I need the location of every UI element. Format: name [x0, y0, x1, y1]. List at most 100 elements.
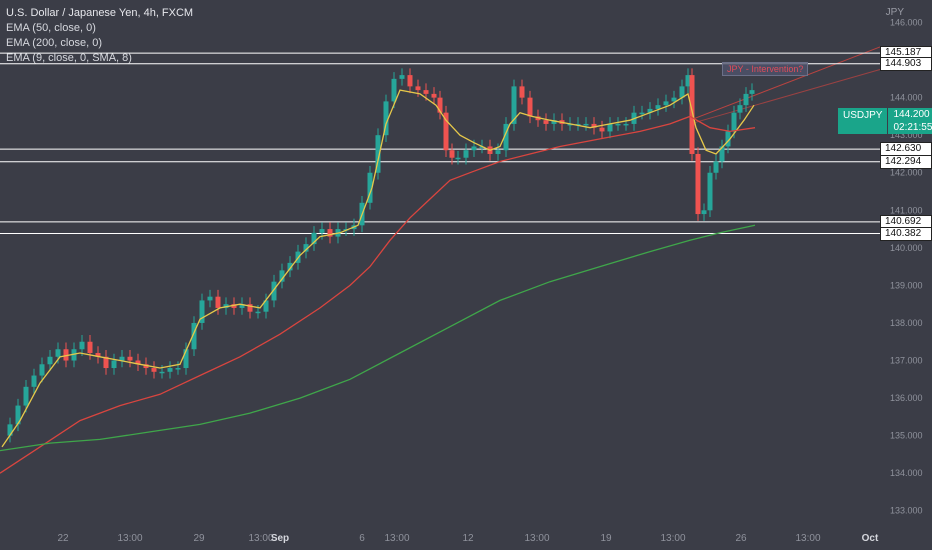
candle-body — [663, 101, 669, 106]
level-price-label: 140.382 — [880, 226, 932, 241]
trend-line — [689, 68, 881, 125]
candle-body — [367, 172, 373, 203]
ema50-line — [0, 115, 756, 474]
candle-body — [183, 349, 189, 369]
candle-body — [391, 78, 397, 102]
candle-body — [119, 356, 125, 361]
legend-title: U.S. Dollar / Japanese Yen, 4h, FXCM — [6, 7, 194, 19]
candle-body — [647, 108, 653, 113]
candle-body — [713, 161, 719, 173]
candle-body — [725, 131, 731, 147]
candle-body — [55, 349, 61, 357]
candle-body — [599, 127, 605, 132]
candle-body — [95, 353, 101, 357]
candle-body — [191, 322, 197, 350]
candle-body — [471, 146, 477, 151]
candle-body — [231, 304, 237, 308]
y-tick-label: 142.000 — [890, 168, 923, 178]
candle-body — [87, 341, 93, 354]
legend-ema50[interactable]: EMA (50, close, 0) — [6, 22, 96, 34]
y-tick-label: 138.000 — [890, 318, 923, 328]
candle-body — [31, 375, 37, 387]
x-tick-label: 13:00 — [524, 533, 549, 544]
y-tick-label: 137.000 — [890, 356, 923, 366]
ema9-line — [1, 89, 755, 448]
candle-body — [239, 304, 245, 308]
candle-body — [463, 150, 469, 158]
legend-ema9[interactable]: EMA (9, close, 0, SMA, 8) — [6, 52, 132, 64]
candle-body — [399, 75, 405, 79]
level-price-label: 144.903 — [880, 56, 932, 71]
x-tick-label: 13:00 — [795, 533, 820, 544]
y-tick-label: 143.000 — [890, 130, 923, 140]
x-tick-label: 13:00 — [384, 533, 409, 544]
candle-body — [135, 360, 141, 365]
x-tick-label: 13:00 — [660, 533, 685, 544]
intervention-annotation[interactable]: JPY - Intervention? — [722, 62, 809, 76]
candle-body — [23, 386, 29, 406]
candle-body — [375, 135, 381, 173]
candle-body — [575, 123, 581, 126]
candle-body — [639, 112, 645, 115]
candle-body — [655, 105, 661, 109]
candle-body — [47, 356, 53, 365]
candle-body — [255, 311, 261, 314]
candle-body — [303, 244, 309, 252]
candle-body — [707, 172, 713, 211]
candle-body — [511, 86, 517, 124]
candle-body — [583, 123, 589, 126]
candle-body — [437, 97, 443, 113]
candle-body — [479, 146, 485, 148]
candle-body — [247, 304, 253, 312]
candle-body — [519, 86, 525, 98]
y-tick-label: 135.000 — [890, 431, 923, 441]
candle-body — [103, 356, 109, 369]
trend-line — [689, 46, 881, 121]
y-tick-label: 146.000 — [890, 18, 923, 28]
candle-body — [591, 123, 597, 128]
candle-body — [159, 371, 165, 374]
candle-body — [607, 123, 613, 132]
candle-body — [431, 93, 437, 98]
candle-body — [455, 157, 461, 160]
candle-body — [567, 123, 573, 126]
candle-body — [207, 296, 213, 301]
candle-body — [279, 270, 285, 282]
candle-body — [415, 86, 421, 91]
candle-body — [551, 120, 557, 124]
candle-body — [407, 75, 413, 87]
candle-body — [719, 146, 725, 162]
chart-legend: U.S. Dollar / Japanese Yen, 4h, FXCM EMA… — [6, 6, 193, 66]
x-tick-label: 26 — [735, 533, 747, 544]
y-tick-label: 133.000 — [890, 506, 923, 516]
x-tick-label: 13:00 — [248, 533, 273, 544]
candle-body — [79, 341, 85, 350]
y-tick-label: 140.000 — [890, 243, 923, 253]
candle-body — [151, 368, 157, 372]
candle-body — [263, 300, 269, 312]
candle-body — [449, 150, 455, 158]
ticker-countdown: 02:21:55 — [893, 122, 932, 133]
candle-body — [287, 262, 293, 271]
candle-body — [271, 281, 277, 301]
candle-body — [7, 424, 13, 436]
candle-body — [689, 75, 695, 154]
x-tick-label: 13:00 — [117, 533, 142, 544]
candle-body — [311, 232, 317, 245]
x-tick-label: Oct — [862, 533, 879, 544]
x-tick-label: 22 — [57, 533, 69, 544]
level-price-label: 142.294 — [880, 154, 932, 169]
candle-body — [127, 356, 133, 361]
candle-body — [443, 112, 449, 151]
candle-body — [737, 105, 743, 113]
x-tick-label: 6 — [359, 533, 365, 544]
ticker-price: 144.200 — [893, 109, 930, 120]
y-tick-label: 141.000 — [890, 205, 923, 215]
candle-body — [215, 296, 221, 308]
legend-ema200[interactable]: EMA (200, close, 0) — [6, 37, 102, 49]
x-tick-label: 19 — [600, 533, 612, 544]
candle-body — [175, 368, 181, 370]
candle-body — [39, 364, 45, 376]
candle-body — [615, 123, 621, 126]
